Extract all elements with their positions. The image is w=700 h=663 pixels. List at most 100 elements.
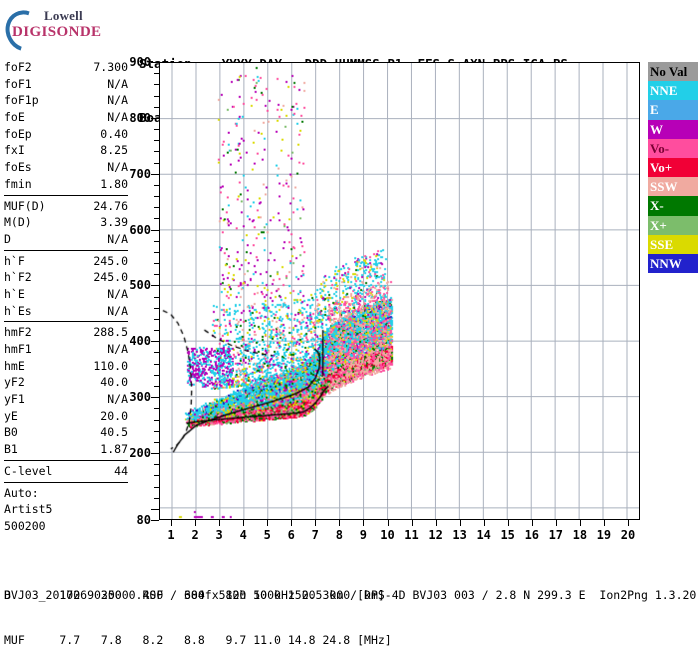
param-value: N/A [107, 160, 128, 175]
x-tick [507, 520, 509, 526]
x-tick [459, 520, 461, 526]
param-row-fxi: fxI 8.25 [4, 142, 128, 159]
x-tick [171, 520, 172, 526]
y-tick [154, 408, 159, 410]
x-tick [603, 520, 605, 526]
x-axis-label: 2 [191, 528, 199, 542]
param-name: h`F2 [4, 270, 32, 285]
param-name: h`E [4, 286, 25, 301]
param-row-fof1p: foF1p N/A [4, 92, 128, 109]
legend-item-ssw[interactable]: SSW [648, 177, 698, 197]
param-row-mufd: MUF(D) 24.76 [4, 198, 128, 215]
param-name: foEs [4, 160, 32, 175]
param-name: foF2 [4, 60, 32, 74]
legend-item-nne[interactable]: NNE [648, 81, 698, 101]
x-tick [579, 520, 581, 526]
param-row-yf2: yF2 40.0 [4, 374, 128, 391]
legend-item-e[interactable]: E [648, 100, 698, 120]
param-divider [4, 321, 128, 323]
param-row-hmf1: hmF1 N/A [4, 341, 128, 358]
y-tick [154, 363, 159, 365]
param-value: N/A [107, 231, 128, 246]
x-tick [195, 520, 197, 526]
y-tick [154, 464, 159, 466]
legend-item-sse[interactable]: SSE [648, 234, 698, 254]
footer-muf-row: MUF 7.7 7.8 8.2 8.8 9.7 11.0 14.8 24.8 [… [4, 633, 392, 647]
legend-item-w[interactable]: W [648, 119, 698, 139]
param-value: 1.87 [100, 442, 128, 457]
param-row-b1: B1 1.87 [4, 441, 128, 458]
param-value: N/A [107, 93, 128, 108]
param-row-foes: foEs N/A [4, 159, 128, 176]
x-tick [363, 520, 365, 526]
param-value: 7.300 [93, 60, 128, 74]
param-name: foEp [4, 126, 32, 141]
y-tick [151, 453, 159, 454]
y-tick [154, 73, 159, 75]
y-axis-label: 300 [129, 390, 151, 405]
x-axis-label: 15 [500, 528, 515, 542]
y-axis: 80 200 300 400 500 600 700 800 900 [120, 55, 159, 527]
param-row-ye: yE 20.0 [4, 408, 128, 425]
y-tick [151, 520, 159, 521]
param-value: 110.0 [93, 358, 128, 373]
legend-item-x[interactable]: X- [648, 196, 698, 216]
echo-scatter-layer [160, 63, 639, 519]
param-name: h`F [4, 253, 25, 268]
y-tick [154, 140, 159, 142]
param-divider [4, 194, 128, 196]
param-row-fof2: foF2 7.300 [4, 59, 128, 76]
param-value: N/A [107, 110, 128, 125]
param-name: D [4, 231, 11, 246]
y-tick [154, 218, 159, 220]
doppler-legend: No Val NNE E W Vo- Vo+ SSW X- X+ SSE NNW [648, 62, 698, 274]
y-tick [151, 508, 159, 510]
y-tick [154, 84, 159, 86]
legend-item-vo[interactable]: Vo+ [648, 157, 698, 178]
param-value: 3.39 [100, 215, 128, 230]
param-row-hf2: h`F2 245.0 [4, 269, 128, 286]
legend-item-no-val[interactable]: No Val [648, 62, 698, 82]
x-tick [339, 520, 341, 526]
y-tick [154, 475, 159, 477]
x-axis-label: 16 [524, 528, 540, 542]
y-tick [154, 129, 159, 130]
y-tick [154, 196, 159, 197]
param-name: yF1 [4, 392, 25, 407]
y-axis-label: 80 [136, 513, 151, 527]
y-axis-label: 800 [129, 110, 151, 125]
param-row-foep: foEp 0.40 [4, 126, 128, 143]
x-tick [435, 520, 437, 526]
param-row-foe: foE N/A [4, 109, 128, 126]
y-tick [151, 173, 159, 175]
param-name: fmin [4, 176, 32, 191]
x-axis-label: 1 [167, 528, 175, 542]
y-tick [154, 251, 159, 253]
x-axis-label: 7 [311, 528, 319, 542]
x-tick [483, 520, 485, 526]
legend-item-x[interactable]: X+ [648, 215, 698, 235]
param-row-md: M(D) 3.39 [4, 214, 128, 231]
x-axis-label: 17 [548, 528, 564, 542]
param-row-b0: B0 40.5 [4, 424, 128, 441]
y-tick [154, 386, 159, 387]
param-name: fxI [4, 143, 25, 158]
y-tick [154, 419, 159, 421]
param-value: N/A [107, 342, 128, 356]
x-tick [411, 520, 413, 526]
ionogram-plot-area[interactable] [159, 62, 640, 520]
muf-distance-table: D 100 200 400 600 800 1000 1500 3000 [km… [4, 558, 392, 663]
param-row-fof1: foF1 N/A [4, 76, 128, 93]
legend-item-vo[interactable]: Vo- [648, 138, 698, 158]
x-tick [291, 520, 293, 526]
param-divider [4, 459, 128, 461]
param-name: yF2 [4, 375, 25, 390]
x-axis-label: 5 [263, 528, 271, 542]
param-name: hmF1 [4, 342, 32, 356]
param-name: hmE [4, 358, 25, 373]
x-axis-label: 10 [380, 528, 395, 542]
logo-digisonde-text: DIGISONDE [12, 24, 102, 40]
legend-item-nnw[interactable]: NNW [648, 253, 698, 274]
x-axis-label: 12 [428, 528, 443, 542]
x-axis-label: 13 [452, 528, 467, 542]
